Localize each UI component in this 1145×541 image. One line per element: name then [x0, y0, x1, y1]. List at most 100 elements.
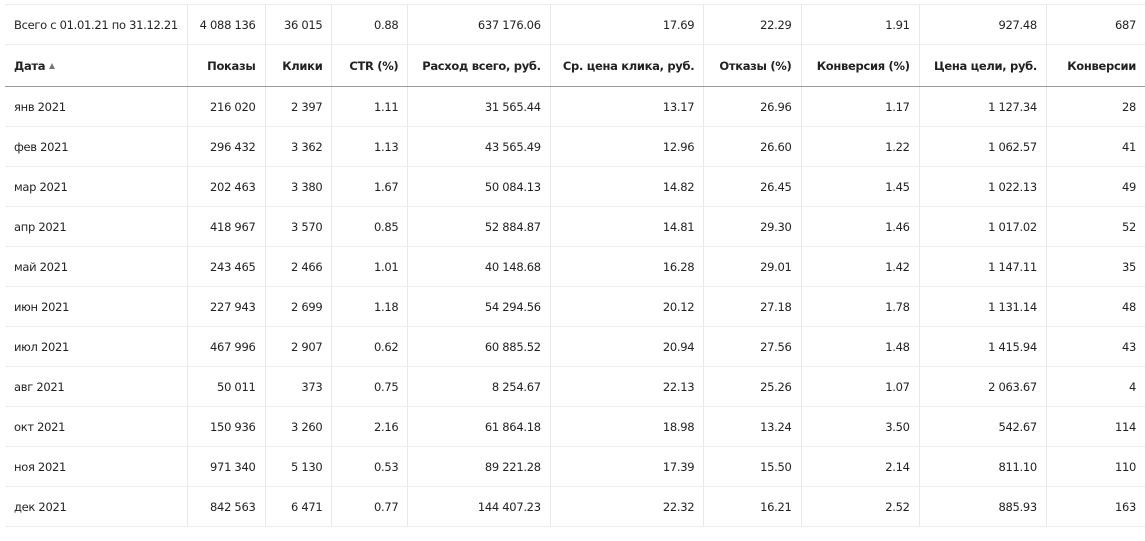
- data-text: 1.48: [885, 339, 910, 354]
- data-cell: 2 397: [265, 86, 333, 127]
- data-text: 1.17: [885, 99, 910, 114]
- data-text: 61 864.18: [484, 419, 541, 434]
- totals-cell: 927.48: [919, 4, 1047, 45]
- data-text: 0.77: [373, 499, 399, 514]
- data-cell: 60 885.52: [407, 326, 551, 367]
- totals-cell: 4 088 136: [187, 4, 266, 45]
- totals-row: Всего с 01.01.21 по 31.12.21 4 088 136 36 …: [5, 4, 1145, 45]
- data-text: 114: [1114, 419, 1136, 434]
- data-text: 296 432: [210, 139, 256, 154]
- data-text: 2 397: [291, 99, 323, 114]
- data-cell: ноя 2021: [5, 446, 188, 487]
- data-cell: 1.01: [331, 246, 409, 287]
- header-cell[interactable]: CTR (%): [331, 44, 409, 87]
- header-cell[interactable]: Клики: [265, 44, 333, 87]
- data-row: янв 2021 216 020 2 397 1.11 31 565.44 13.17 26…: [5, 86, 1145, 127]
- data-text: 1.18: [373, 299, 399, 314]
- data-text: 50 011: [217, 379, 256, 394]
- data-cell: 163: [1046, 486, 1145, 527]
- header-text: Показы: [207, 58, 256, 73]
- data-cell: 6 471: [265, 486, 333, 527]
- header-cell[interactable]: Конверсии: [1046, 44, 1145, 87]
- data-cell: 150 936: [187, 406, 266, 447]
- header-cell[interactable]: Отказы (%): [703, 44, 802, 87]
- data-text: 43: [1121, 339, 1136, 354]
- data-text: 4: [1128, 379, 1136, 394]
- data-cell: 110: [1046, 446, 1145, 487]
- data-text: 16.28: [662, 259, 695, 274]
- totals-text: 687: [1114, 17, 1136, 32]
- data-text: 1.11: [373, 99, 399, 114]
- data-cell: 16.28: [550, 246, 705, 287]
- data-cell: дек 2021: [5, 486, 188, 527]
- data-cell: 0.85: [331, 206, 409, 247]
- data-text: 842 563: [210, 499, 256, 514]
- header-cell[interactable]: Расход всего, руб.: [407, 44, 551, 87]
- data-cell: 3 260: [265, 406, 333, 447]
- totals-text: 637 176.06: [477, 17, 541, 32]
- data-text: 43 565.49: [484, 139, 541, 154]
- header-text: Конверсия (%): [816, 58, 910, 73]
- totals-text: Всего с 01.01.21 по 31.12.21: [14, 17, 178, 32]
- data-cell: 0.62: [331, 326, 409, 367]
- data-text: 1 017.02: [988, 219, 1037, 234]
- data-cell: 14.82: [550, 166, 705, 207]
- data-cell: 17.39: [550, 446, 705, 487]
- data-cell: 373: [265, 366, 333, 407]
- data-cell: 26.60: [703, 126, 802, 167]
- data-cell: 20.94: [550, 326, 705, 367]
- data-text: 1.67: [373, 179, 399, 194]
- data-text: 2.52: [885, 499, 910, 514]
- data-text: 20.94: [662, 339, 695, 354]
- data-cell: 14.81: [550, 206, 705, 247]
- data-cell: 50 011: [187, 366, 266, 407]
- totals-text: 927.48: [998, 17, 1037, 32]
- data-cell: 18.98: [550, 406, 705, 447]
- report-table: Всего с 01.01.21 по 31.12.21 4 088 136 36 …: [5, 4, 1145, 527]
- data-cell: 1 147.11: [919, 246, 1047, 287]
- totals-cell: 17.69: [550, 4, 705, 45]
- data-cell: 2.52: [801, 486, 920, 527]
- data-text: 8 254.67: [491, 379, 541, 394]
- data-cell: 43 565.49: [407, 126, 551, 167]
- data-text: 971 340: [210, 459, 256, 474]
- data-cell: 114: [1046, 406, 1145, 447]
- data-text: 2 466: [291, 259, 323, 274]
- totals-cell: 687: [1046, 4, 1145, 45]
- data-cell: 26.96: [703, 86, 802, 127]
- header-cell[interactable]: Конверсия (%): [801, 44, 920, 87]
- data-cell: 49: [1046, 166, 1145, 207]
- data-row: июн 2021 227 943 2 699 1.18 54 294.56 20.12 27…: [5, 286, 1145, 327]
- data-text: 1 022.13: [988, 179, 1037, 194]
- header-cell[interactable]: Цена цели, руб.: [919, 44, 1047, 87]
- data-text: дек 2021: [14, 499, 67, 514]
- data-text: 3 260: [291, 419, 323, 434]
- data-cell: 144 407.23: [407, 486, 551, 527]
- data-text: 28: [1121, 99, 1136, 114]
- data-cell: 3 362: [265, 126, 333, 167]
- data-row: фев 2021 296 432 3 362 1.13 43 565.49 12.96 26…: [5, 126, 1145, 167]
- header-cell[interactable]: Показы: [187, 44, 266, 87]
- data-cell: 4: [1046, 366, 1145, 407]
- header-cell[interactable]: Дата: [5, 44, 188, 87]
- totals-cell: 1.91: [801, 4, 920, 45]
- data-cell: 0.77: [331, 486, 409, 527]
- header-text: Ср. цена клика, руб.: [562, 58, 695, 73]
- data-text: 26.96: [760, 99, 792, 114]
- data-cell: янв 2021: [5, 86, 188, 127]
- data-text: 1 062.57: [988, 139, 1037, 154]
- data-cell: май 2021: [5, 246, 188, 287]
- data-row: дек 2021 842 563 6 471 0.77 144 407.23 22.32 1…: [5, 486, 1145, 527]
- data-cell: апр 2021: [5, 206, 188, 247]
- data-row: июл 2021 467 996 2 907 0.62 60 885.52 20.94 27…: [5, 326, 1145, 367]
- data-text: 16.21: [760, 499, 792, 514]
- data-text: 17.39: [662, 459, 695, 474]
- data-text: 1.42: [885, 259, 910, 274]
- data-text: 13.17: [662, 99, 695, 114]
- totals-text: 17.69: [662, 17, 695, 32]
- data-text: 26.45: [760, 179, 792, 194]
- data-text: 49: [1121, 179, 1136, 194]
- header-cell[interactable]: Ср. цена клика, руб.: [550, 44, 705, 87]
- data-text: 26.60: [760, 139, 792, 154]
- data-cell: 5 130: [265, 446, 333, 487]
